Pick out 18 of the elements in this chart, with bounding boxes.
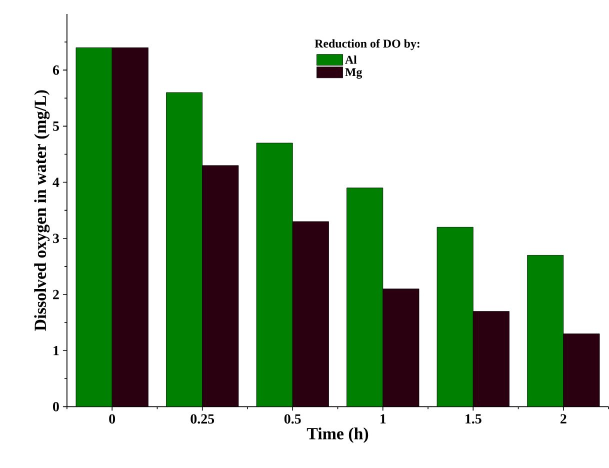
x-tick-label: 0.25	[190, 414, 214, 424]
y-tick-label: 1	[54, 346, 59, 356]
legend-label: Al	[345, 56, 357, 64]
y-tick-label: 6	[52, 66, 60, 75]
x-tick-label: 1	[380, 414, 386, 424]
y-axis-title: Dissolved oxygen in water (mg/L)	[34, 90, 50, 332]
legend-title: Reduction of DO by:	[314, 39, 420, 50]
x-tick-label: 0.5	[284, 414, 301, 424]
y-tick-label: 0	[53, 402, 59, 412]
y-tick-label: 5	[53, 122, 59, 131]
y-tick-label: 4	[52, 178, 60, 188]
legend-label: Mg	[345, 68, 362, 79]
y-tick-label: 3	[53, 234, 59, 244]
x-tick-label: 1.5	[466, 414, 482, 424]
y-tick-label: 2	[53, 290, 59, 300]
x-tick-label: 2	[560, 414, 566, 424]
x-tick-label: 0	[109, 414, 116, 424]
x-axis-title: Time (h)	[306, 428, 368, 444]
